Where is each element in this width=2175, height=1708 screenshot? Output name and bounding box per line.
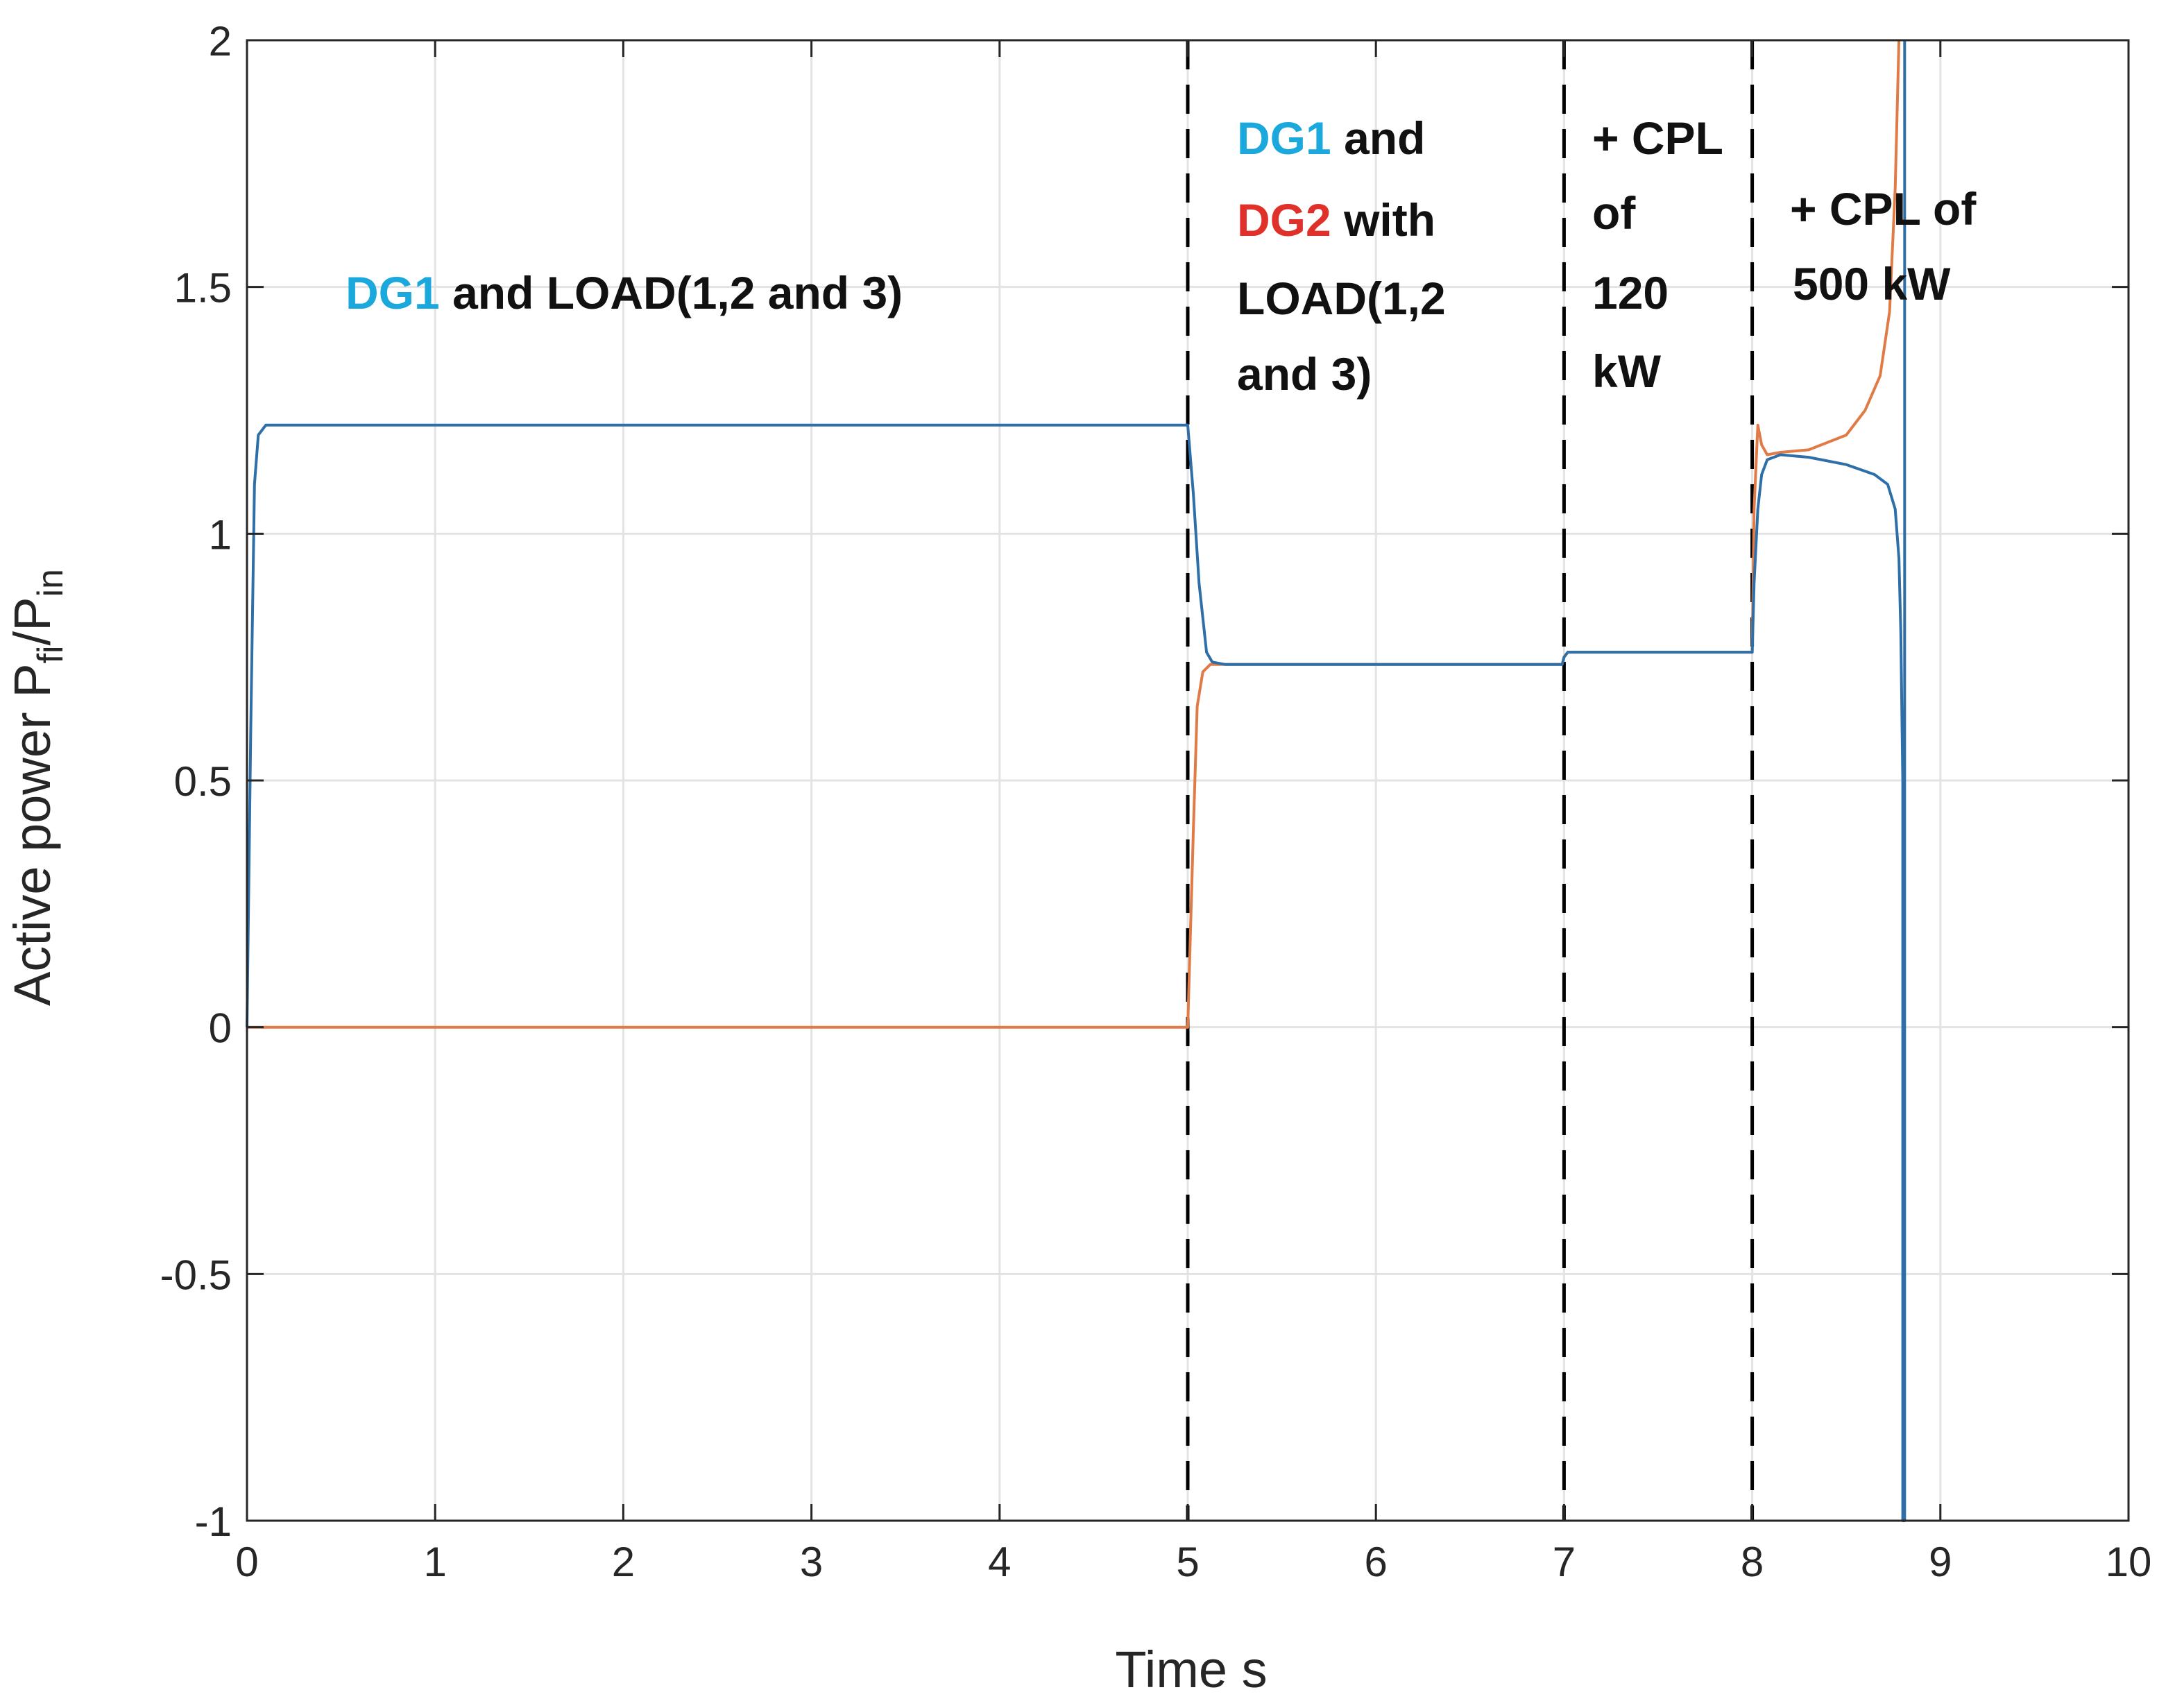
event-lines (1186, 40, 1755, 1521)
y-tick-label: 0 (209, 1005, 232, 1052)
y-tick-label: 1.5 (174, 265, 232, 311)
y-axis-label-sub1: fi (31, 645, 71, 663)
y-tick-label: -1 (195, 1498, 232, 1545)
series-group (246, 40, 1907, 1522)
x-tick-label: 8 (1741, 1539, 1764, 1585)
annotation-dg1-label-2: DG1 (1237, 112, 1331, 164)
annotation-dg1-dg2: DG1 and (1237, 112, 1425, 164)
annotation-load-line: LOAD(1,2 (1237, 273, 1446, 324)
y-tick-label: -0.5 (160, 1252, 232, 1298)
series-line-dg1 (246, 40, 1907, 1522)
annotation-dg2-label: DG2 (1237, 194, 1331, 246)
annotation-cpl120-line1: + CPL (1592, 112, 1723, 164)
x-tick-label: 4 (988, 1539, 1011, 1585)
x-axis-label: Time s (1115, 1641, 1267, 1698)
x-tick-label: 3 (800, 1539, 823, 1585)
annotation-with: with (1343, 194, 1435, 246)
y-tick-label: 1 (209, 511, 232, 558)
x-tick-label: 0 (235, 1539, 258, 1585)
x-tick-label: 6 (1365, 1539, 1388, 1585)
y-tick-label: 0.5 (174, 758, 232, 805)
annotation-cpl120-line4: kW (1592, 345, 1662, 397)
y-axis-label-main: Active power P (3, 663, 61, 1006)
annotation-dg2-line: DG2 with (1237, 194, 1435, 246)
annotation-and3-line: and 3) (1237, 348, 1372, 400)
annotation-cpl500-line2: 500 kW (1793, 258, 1951, 309)
y-axis-label: Active power Pfi/Pin (3, 569, 71, 1006)
annotation-cpl120-line3: 120 (1592, 267, 1669, 318)
x-tick-label: 5 (1176, 1539, 1199, 1585)
x-tick-label: 9 (1929, 1539, 1952, 1585)
x-tick-label: 10 (2106, 1539, 2152, 1585)
y-tick-label: 2 (209, 18, 232, 65)
annotation-and: and (1344, 112, 1425, 164)
ticks (246, 39, 2130, 1522)
annotation-cpl500-line1: + CPL of (1790, 183, 1977, 234)
annotation-dg1-text: and LOAD(1,2 and 3) (452, 267, 903, 318)
x-tick-label: 2 (612, 1539, 635, 1585)
x-tick-label: 1 (424, 1539, 447, 1585)
tick-labels: 0 1 2 3 4 5 6 7 8 9 10 -1 -0.5 0 0.5 1 1.5 2 (160, 18, 2152, 1585)
y-axis-label-mid: /P (3, 597, 61, 646)
annotation-dg1-only: DG1 and LOAD(1,2 and 3) (346, 267, 903, 318)
annotation-cpl120-line2: of (1592, 187, 1636, 239)
y-axis-label-sub2: in (31, 569, 71, 597)
x-tick-label: 7 (1553, 1539, 1576, 1585)
annotation-dg1-label: DG1 (346, 267, 440, 318)
